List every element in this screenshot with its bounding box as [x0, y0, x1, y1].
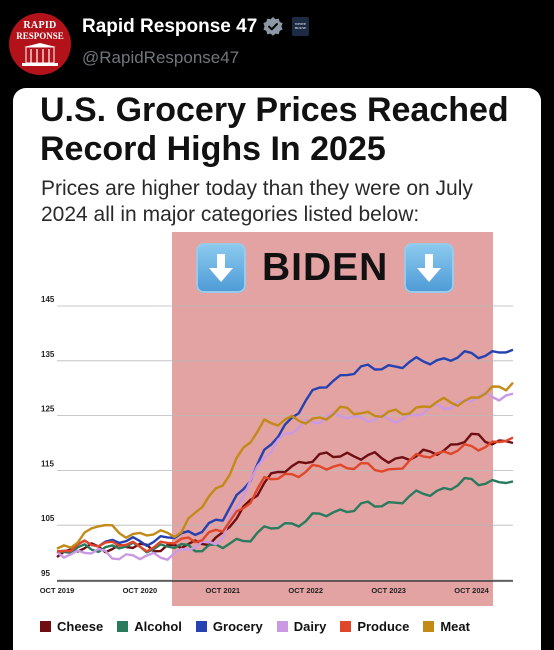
y-tick-label: 135	[41, 350, 55, 359]
down-arrow-icon	[196, 243, 246, 293]
legend-item-dairy: Dairy	[276, 619, 327, 634]
legend-swatch	[40, 621, 51, 632]
legend-label: Alcohol	[134, 619, 182, 634]
legend-item-meat: Meat	[423, 619, 470, 634]
affiliate-badge[interactable]: WHITE HOUSE	[292, 17, 309, 36]
y-tick-label: 95	[41, 569, 50, 578]
series-line-produce	[56, 436, 514, 553]
series-line-dairy	[56, 391, 514, 561]
post-image-card[interactable]: U.S. Grocery Prices Reached Record Highs…	[13, 88, 541, 650]
account-handle[interactable]: @RapidResponse47	[82, 48, 240, 67]
legend-label: Cheese	[57, 619, 104, 634]
y-tick-label: 125	[41, 405, 55, 414]
down-arrow-icon	[404, 243, 455, 293]
legend-item-alcohol: Alcohol	[117, 619, 182, 634]
chart-legend: Cheese Alcohol Grocery Dairy Produce Meat	[40, 619, 484, 634]
post-subtitle: Prices are higher today than they were o…	[41, 177, 473, 226]
legend-label: Meat	[440, 619, 470, 634]
highlight-label: BIDEN	[262, 246, 389, 289]
highlight-banner: BIDEN	[196, 240, 455, 296]
series-line-meat	[56, 381, 514, 550]
account-name[interactable]: Rapid Response 47	[82, 16, 258, 37]
legend-item-cheese: Cheese	[40, 619, 103, 634]
series-line-cheese	[56, 432, 514, 559]
legend-item-produce: Produce	[340, 619, 409, 634]
x-tick-label: OCT 2019	[40, 586, 75, 595]
x-tick-label: OCT 2021	[206, 586, 241, 595]
post-title: U.S. Grocery Prices Reached Record Highs…	[40, 91, 509, 168]
legend-label: Dairy	[293, 619, 327, 634]
legend-swatch	[117, 621, 129, 632]
legend-label: Grocery	[212, 619, 263, 634]
legend-swatch	[340, 621, 352, 632]
x-tick-label: OCT 2020	[123, 586, 158, 595]
legend-label: Produce	[357, 619, 410, 634]
legend-swatch	[423, 621, 435, 632]
line-chart: 95 105 115 125 135 145 OCT 2019 OCT 2020 OCT 202…	[40, 295, 514, 595]
avatar-logo-text-top: RAPID	[23, 20, 57, 31]
legend-swatch	[195, 621, 207, 632]
legend-item-grocery: Grocery	[195, 619, 263, 634]
x-tick-label: OCT 2023	[371, 586, 406, 595]
series-line-grocery	[56, 348, 514, 553]
avatar-logo-text-bottom: RESPONSE	[16, 31, 64, 41]
legend-swatch	[276, 621, 288, 632]
y-tick-label: 105	[41, 514, 55, 523]
y-tick-label: 115	[41, 459, 54, 468]
affiliate-badge-text: WHITE HOUSE	[294, 22, 307, 30]
white-house-icon	[22, 43, 58, 66]
highlight-band	[172, 232, 493, 606]
x-tick-label: OCT 2022	[288, 586, 323, 595]
avatar[interactable]: RAPID RESPONSE	[9, 13, 71, 75]
y-tick-label: 145	[41, 295, 55, 304]
x-tick-label: OCT 2024	[454, 586, 489, 595]
verified-badge-icon	[263, 17, 283, 36]
